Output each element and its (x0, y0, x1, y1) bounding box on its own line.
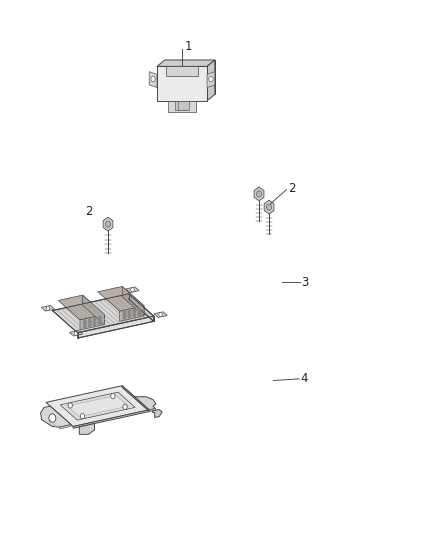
Circle shape (123, 404, 127, 409)
Polygon shape (254, 187, 264, 201)
Polygon shape (207, 60, 215, 101)
Polygon shape (58, 295, 104, 320)
Circle shape (133, 311, 136, 314)
Circle shape (128, 312, 131, 316)
Text: 4: 4 (301, 373, 308, 385)
Polygon shape (154, 312, 167, 318)
Circle shape (123, 311, 126, 314)
Polygon shape (41, 406, 71, 427)
Circle shape (80, 414, 85, 419)
Circle shape (138, 310, 141, 313)
Polygon shape (126, 287, 139, 293)
Polygon shape (207, 71, 215, 87)
Circle shape (93, 322, 96, 326)
Polygon shape (46, 386, 149, 426)
Polygon shape (60, 425, 71, 429)
Circle shape (159, 312, 162, 317)
Polygon shape (120, 306, 144, 321)
Polygon shape (53, 294, 154, 333)
Polygon shape (264, 200, 274, 214)
Polygon shape (149, 408, 155, 411)
Circle shape (111, 393, 115, 399)
Polygon shape (135, 397, 156, 410)
FancyBboxPatch shape (168, 101, 196, 112)
Polygon shape (103, 217, 113, 231)
Circle shape (46, 306, 49, 310)
Circle shape (74, 331, 78, 335)
Circle shape (88, 324, 91, 327)
Circle shape (84, 325, 86, 328)
Circle shape (68, 403, 72, 408)
Circle shape (266, 204, 272, 210)
Polygon shape (122, 386, 149, 411)
Polygon shape (157, 60, 215, 66)
Polygon shape (83, 295, 104, 325)
Circle shape (84, 320, 86, 323)
Polygon shape (60, 392, 135, 420)
FancyBboxPatch shape (165, 60, 215, 94)
Text: 2: 2 (85, 205, 93, 219)
Circle shape (138, 308, 141, 311)
Circle shape (123, 313, 126, 317)
Polygon shape (67, 395, 128, 417)
Circle shape (133, 309, 136, 312)
Circle shape (128, 315, 131, 318)
FancyBboxPatch shape (157, 66, 207, 101)
Circle shape (128, 310, 131, 313)
Polygon shape (129, 294, 154, 321)
Text: 3: 3 (301, 276, 308, 289)
Polygon shape (149, 71, 157, 87)
Circle shape (151, 76, 155, 82)
FancyBboxPatch shape (175, 101, 187, 110)
Polygon shape (122, 286, 144, 316)
Circle shape (98, 319, 101, 322)
Circle shape (98, 317, 101, 320)
Circle shape (257, 191, 261, 197)
Circle shape (49, 414, 56, 422)
Polygon shape (152, 409, 162, 417)
Circle shape (209, 76, 213, 82)
Circle shape (131, 288, 134, 292)
Polygon shape (69, 330, 83, 336)
Circle shape (106, 221, 110, 227)
FancyBboxPatch shape (166, 66, 198, 76)
Circle shape (133, 314, 136, 317)
Polygon shape (79, 424, 95, 434)
Circle shape (84, 322, 86, 325)
Polygon shape (98, 286, 144, 311)
Circle shape (98, 321, 101, 325)
Circle shape (93, 318, 96, 321)
Polygon shape (41, 305, 55, 311)
Circle shape (138, 313, 141, 316)
Circle shape (88, 321, 91, 324)
Circle shape (88, 319, 91, 322)
Polygon shape (80, 314, 104, 330)
Circle shape (93, 320, 96, 323)
Text: 2: 2 (288, 182, 295, 195)
Polygon shape (78, 316, 154, 338)
Text: 1: 1 (184, 40, 192, 53)
FancyBboxPatch shape (177, 101, 189, 110)
Polygon shape (73, 410, 149, 428)
Circle shape (123, 316, 126, 319)
